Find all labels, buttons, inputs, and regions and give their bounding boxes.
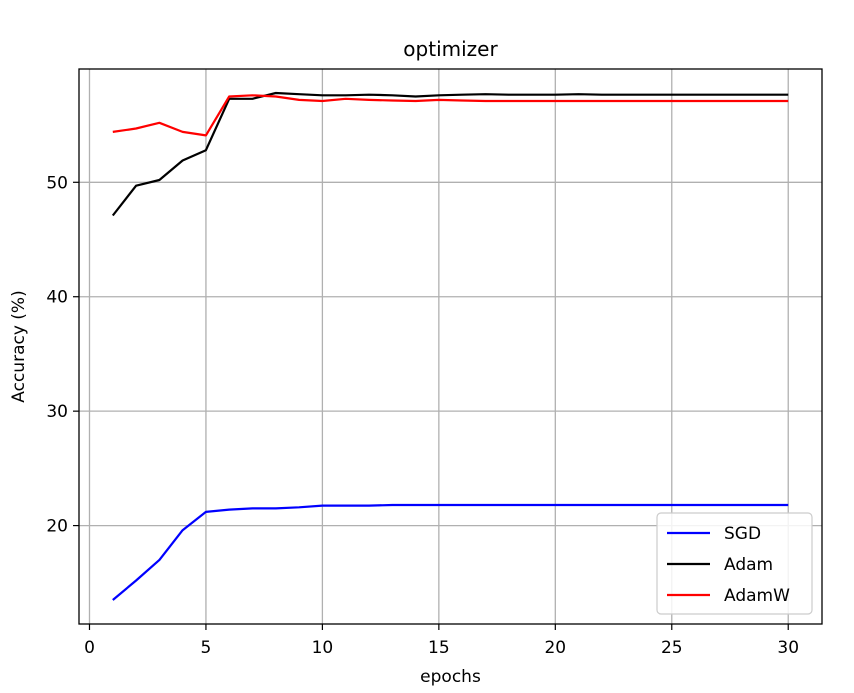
- series-lines: [111, 91, 789, 601]
- y-tick-label: 20: [46, 517, 68, 537]
- series-line-sgd: [112, 503, 789, 601]
- x-tick-label: 10: [312, 638, 334, 658]
- x-tick-label: 5: [201, 638, 212, 658]
- y-tick-label: 30: [46, 402, 68, 422]
- plot-frame: [78, 68, 823, 625]
- legend-box: [656, 512, 813, 615]
- y-tick-label: 50: [46, 173, 68, 193]
- legend-label-sgd: SGD: [724, 524, 761, 544]
- x-tick-label: 25: [661, 638, 683, 658]
- y-tick-label: 40: [46, 288, 68, 308]
- series-line-adam: [111, 91, 789, 217]
- x-tick-label: 0: [84, 638, 95, 658]
- x-axis-label: epochs: [420, 667, 481, 687]
- x-tick-label: 20: [544, 638, 566, 658]
- grid: [79, 69, 822, 624]
- chart-title: optimizer: [403, 37, 498, 61]
- x-tick-label: 15: [428, 638, 450, 658]
- y-axis-label: Accuracy (%): [9, 290, 29, 402]
- legend-label-adam: Adam: [724, 555, 773, 575]
- legend: SGD Adam AdamW: [656, 512, 813, 615]
- series-line-adamw: [112, 94, 789, 137]
- axis-ticks: 0 5 10 15 20 25 30 20 30 40 50: [46, 173, 799, 658]
- legend-label-adamw: AdamW: [724, 586, 790, 606]
- x-tick-label: 30: [777, 638, 799, 658]
